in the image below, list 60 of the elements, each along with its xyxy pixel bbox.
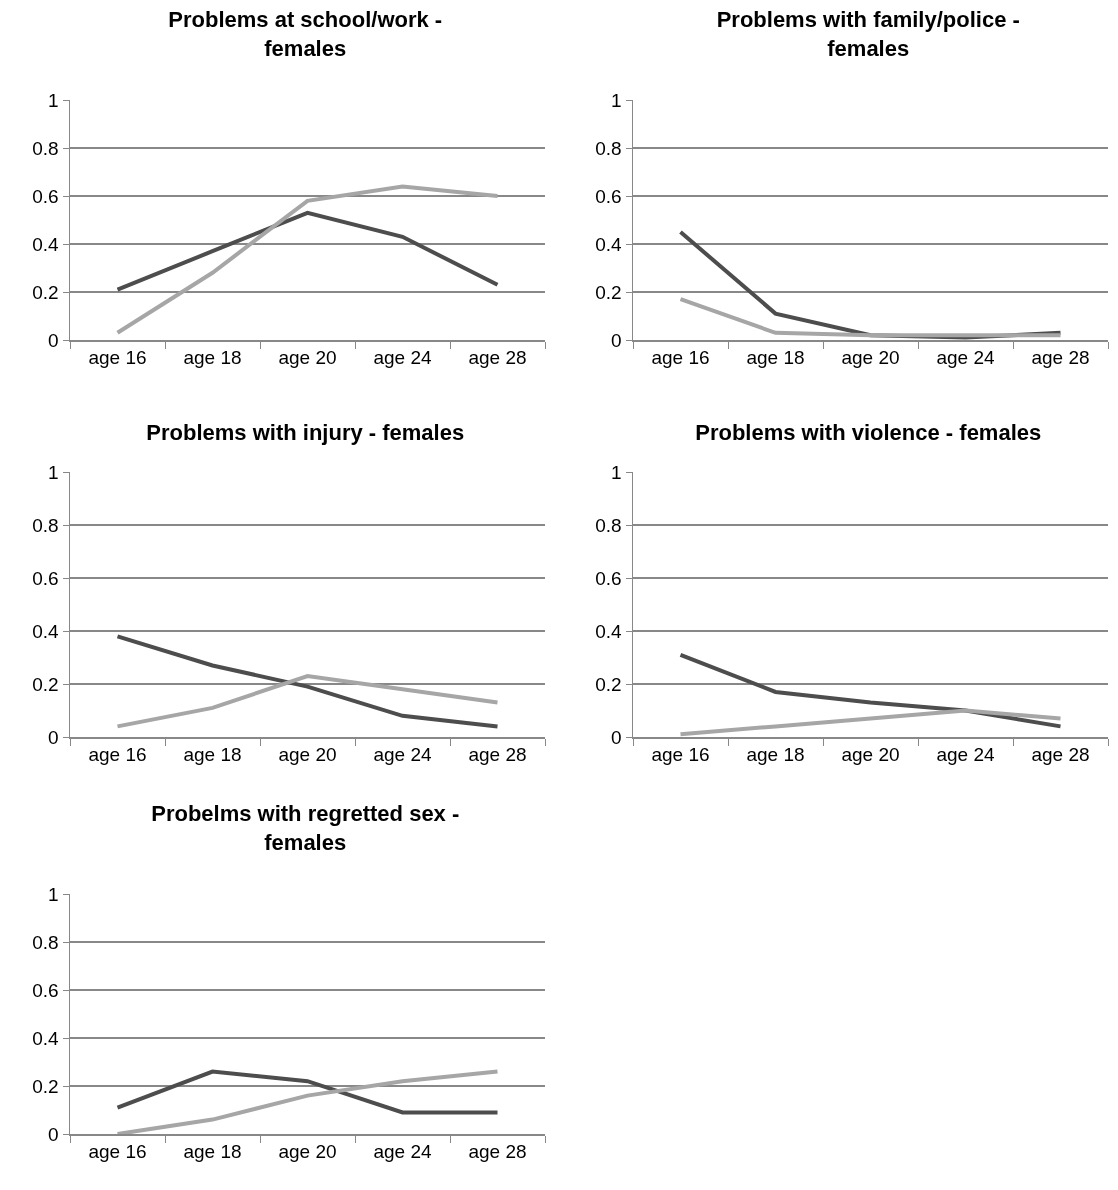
y-tick-label: 0.8 (32, 514, 59, 536)
y-tick-label: 0.8 (595, 137, 622, 159)
x-tick-label: age 20 (278, 744, 337, 766)
x-tick-label: age 24 (373, 1141, 432, 1163)
x-tick-label: age 20 (841, 744, 900, 766)
y-tick-label: 0.8 (32, 137, 59, 159)
y-tick-label: 1 (48, 89, 59, 111)
y-tick-label: 0 (48, 726, 59, 748)
x-tick-label: age 16 (651, 347, 710, 369)
y-tick-label: 0 (48, 329, 59, 351)
y-tick-label: 1 (48, 461, 59, 483)
x-tick-label: age 28 (468, 744, 527, 766)
y-tick-label: 0.6 (595, 567, 622, 589)
y-tick-label: 0 (611, 726, 622, 748)
y-tick-label: 0.6 (32, 185, 59, 207)
y-tick-label: 0.4 (595, 620, 623, 642)
chart-title: Problems with family/police - females (716, 7, 1020, 61)
y-tick-label: 0.6 (595, 185, 622, 207)
y-tick-label: 0.8 (32, 931, 59, 953)
chart-title: Problems with injury - females (146, 419, 465, 445)
y-tick-label: 0.4 (32, 233, 60, 255)
x-tick-label: age 18 (746, 347, 805, 369)
y-tick-label: 0.4 (32, 1027, 60, 1049)
x-tick-label: age 28 (1031, 347, 1090, 369)
x-tick-label: age 18 (183, 744, 242, 766)
x-tick-label: age 24 (373, 347, 432, 369)
x-tick-label: age 20 (278, 347, 337, 369)
x-tick-label: age 24 (373, 744, 432, 766)
y-tick-label: 1 (611, 89, 622, 111)
x-tick-label: age 18 (183, 1141, 242, 1163)
x-tick-label: age 16 (88, 744, 147, 766)
x-tick-label: age 28 (468, 1141, 527, 1163)
y-tick-label: 0 (611, 329, 622, 351)
x-tick-label: age 20 (278, 1141, 337, 1163)
x-tick-label: age 18 (746, 744, 805, 766)
y-tick-label: 0.4 (595, 233, 623, 255)
chart-title: Probelms with regretted sex - females (151, 801, 460, 855)
x-tick-label: age 18 (183, 347, 242, 369)
x-tick-label: age 24 (936, 744, 995, 766)
chart-title: Problems at school/work - females (168, 7, 443, 61)
y-tick-label: 0.8 (595, 514, 622, 536)
x-tick-label: age 16 (88, 1141, 147, 1163)
y-tick-label: 0.6 (32, 567, 59, 589)
x-tick-label: age 16 (88, 347, 147, 369)
y-tick-label: 0.6 (32, 979, 59, 1001)
y-tick-label: 0.2 (32, 673, 59, 695)
y-tick-label: 0.2 (32, 1075, 59, 1097)
y-tick-label: 0.2 (595, 281, 622, 303)
y-tick-label: 0 (48, 1123, 59, 1145)
y-tick-label: 0.4 (32, 620, 60, 642)
x-tick-label: age 20 (841, 347, 900, 369)
y-tick-label: 1 (611, 461, 622, 483)
x-tick-label: age 16 (651, 744, 710, 766)
y-tick-label: 0.2 (595, 673, 622, 695)
chart-title: Problems with violence - females (695, 419, 1042, 445)
y-tick-label: 0.2 (32, 281, 59, 303)
x-tick-label: age 28 (1031, 744, 1090, 766)
y-tick-label: 1 (48, 883, 59, 905)
x-tick-label: age 28 (468, 347, 527, 369)
x-tick-label: age 24 (936, 347, 995, 369)
